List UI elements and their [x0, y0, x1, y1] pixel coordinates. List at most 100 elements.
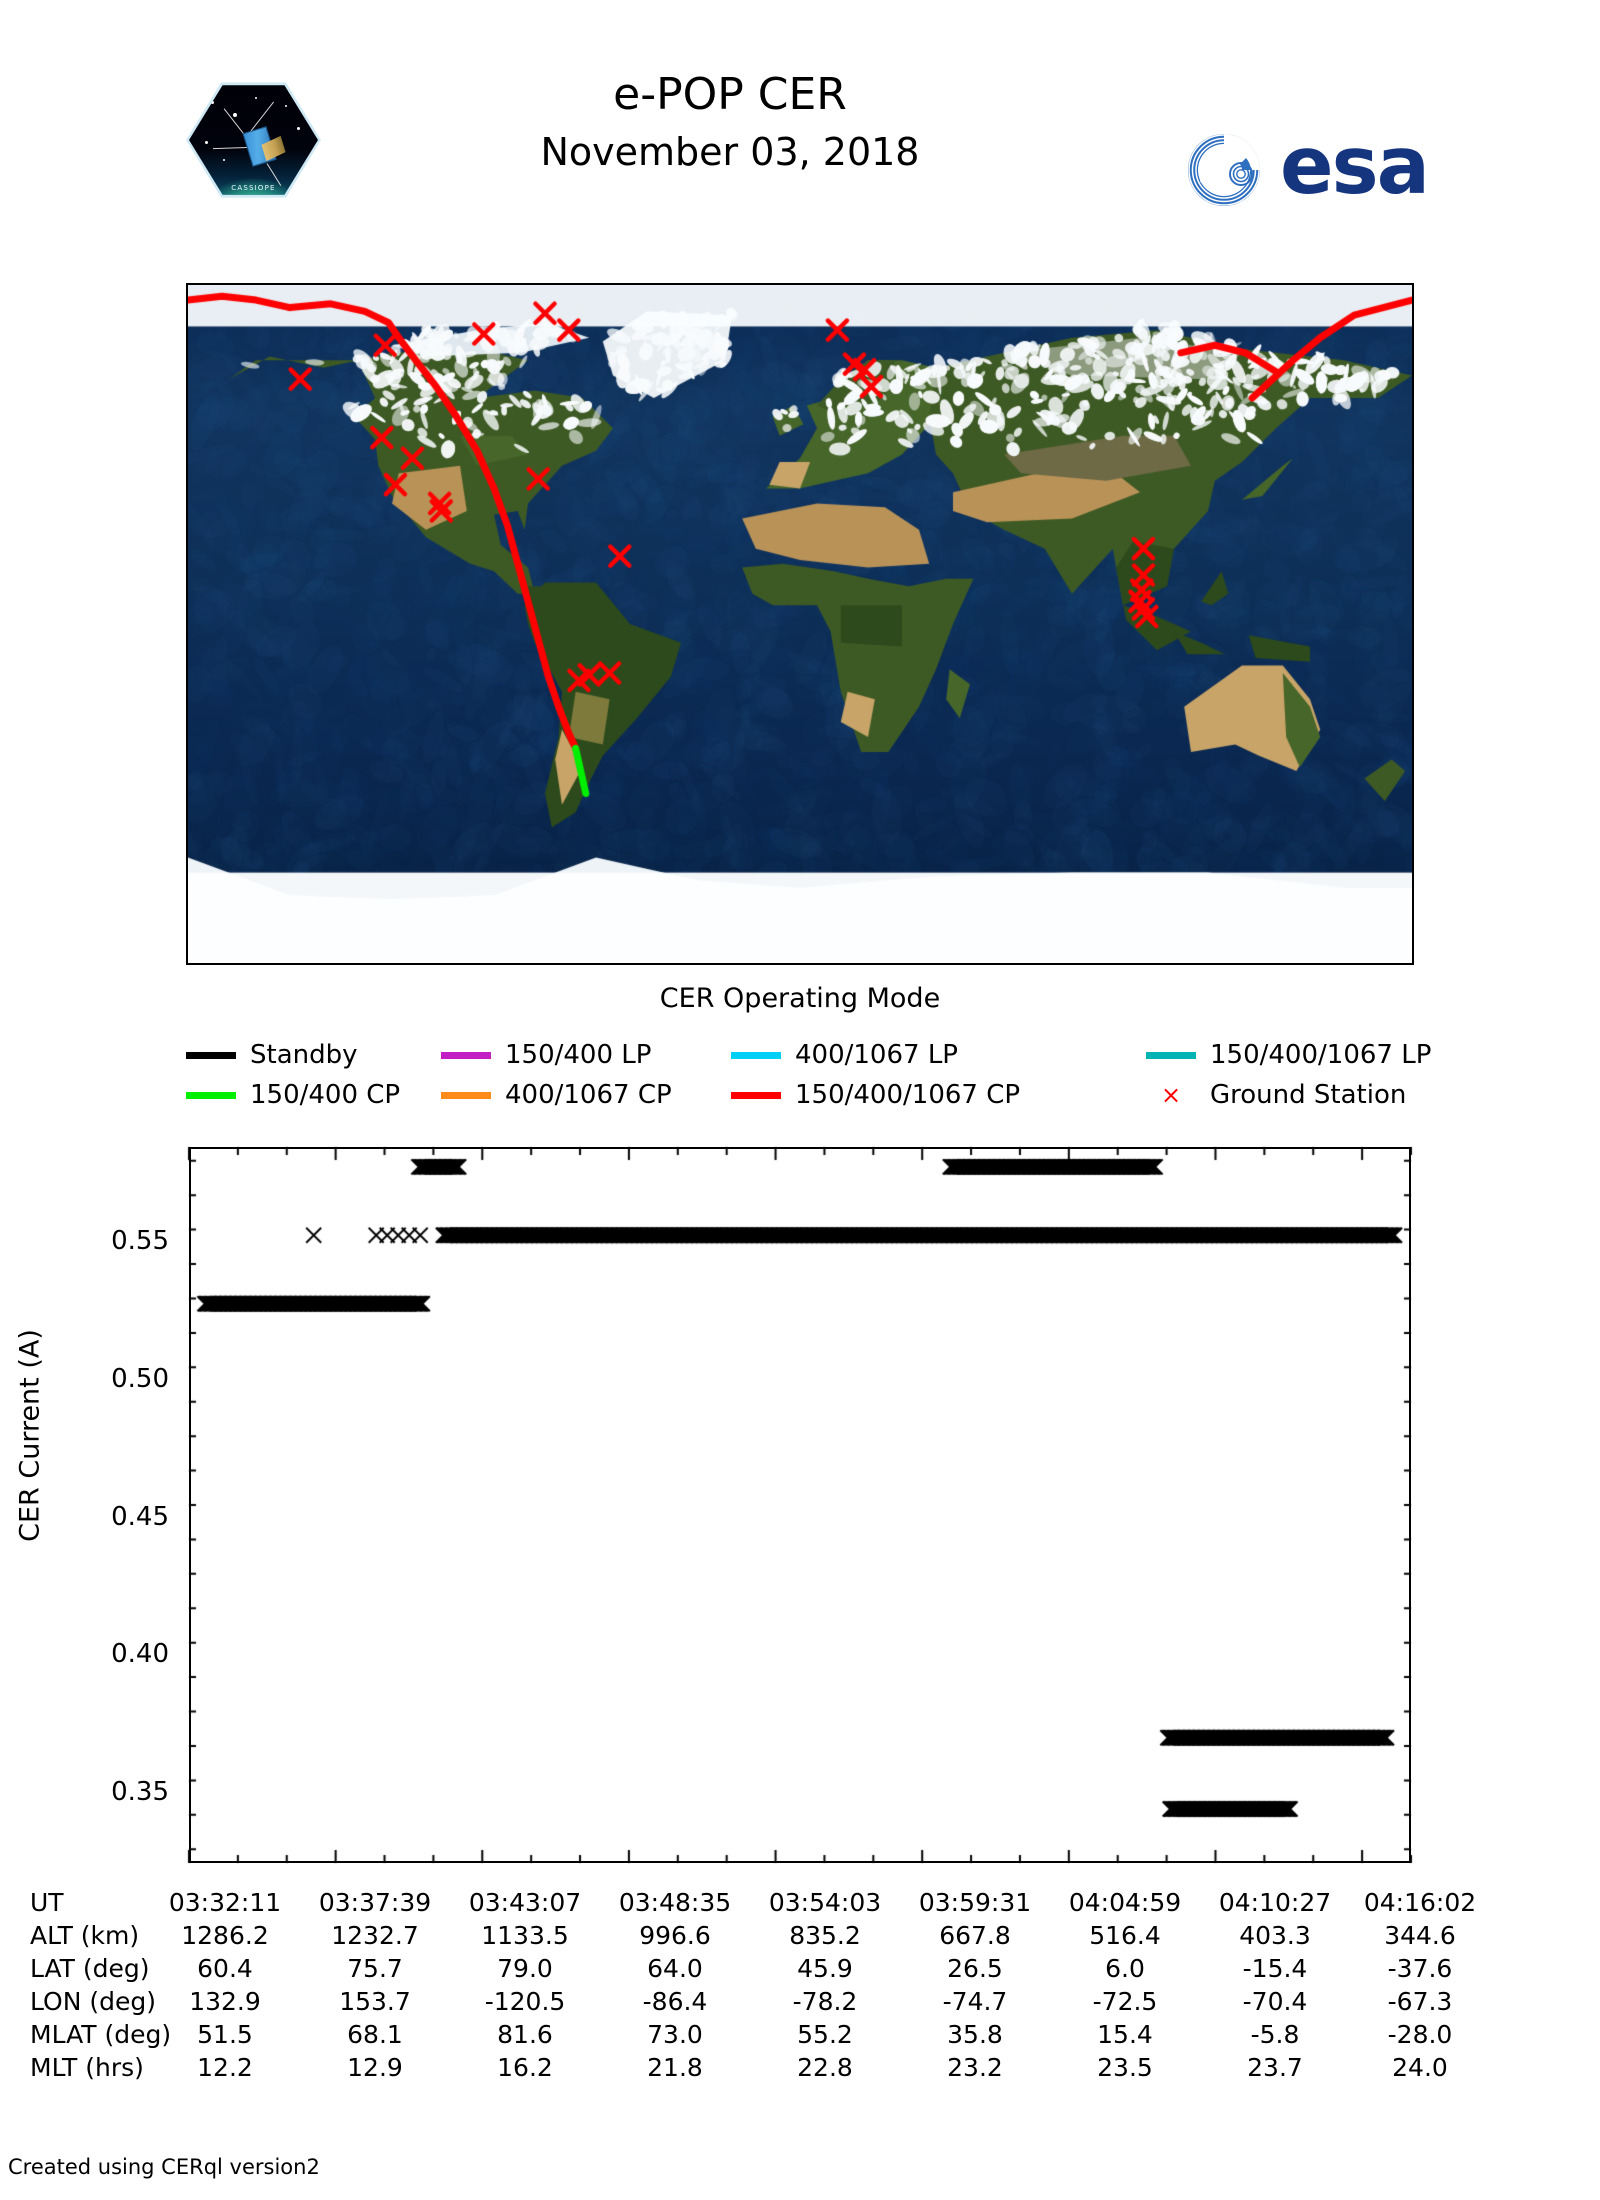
- table-cell: 23.7: [1247, 2053, 1303, 2082]
- table-row-label: MLT (hrs): [30, 2053, 144, 2082]
- operating-mode-legend: Standby 150/400 LP 400/1067 LP 150/400/1067…: [186, 1036, 1431, 1116]
- legend-item-400-1067-cp: 400/1067 CP: [441, 1076, 672, 1114]
- table-cell: 344.6: [1384, 1921, 1456, 1950]
- table-cell: 132.9: [189, 1987, 261, 2016]
- table-cell: 04:04:59: [1068, 1888, 1182, 1917]
- table-row-label: ALT (km): [30, 1921, 140, 1950]
- table-cell: 79.0: [497, 1954, 553, 1983]
- legend-label: Standby: [250, 1040, 358, 1070]
- legend-label: 150/400/1067 LP: [1210, 1040, 1432, 1070]
- table-cell: 03:48:35: [618, 1888, 732, 1917]
- table-cell: 1286.2: [181, 1921, 269, 1950]
- table-cell: 75.7: [347, 1954, 403, 1983]
- legend-item-150-400-lp: 150/400 LP: [441, 1036, 651, 1074]
- table-cell: -78.2: [792, 1987, 858, 2016]
- table-cell: -28.0: [1387, 2020, 1453, 2049]
- table-cell: 1232.7: [331, 1921, 419, 1950]
- legend-item-400-1067-lp: 400/1067 LP: [731, 1036, 958, 1074]
- legend-label: 150/400 LP: [505, 1040, 652, 1070]
- cer-current-scatter-data: [191, 1149, 1409, 1861]
- footer-credit: Created using CERql version2: [8, 2155, 320, 2179]
- table-cell: 6.0: [1105, 1954, 1145, 1983]
- table-cell: 03:32:11: [168, 1888, 282, 1917]
- table-cell: 1133.5: [481, 1921, 569, 1950]
- orbit-parameters-table: UT 03:32:11 03:37:39 03:43:07 03:48:35 03:54:…: [0, 1888, 1490, 2086]
- title-block: e-POP CER November 03, 2018: [330, 66, 1130, 180]
- table-cell: -74.7: [942, 1987, 1008, 2016]
- table-cell: -72.5: [1092, 1987, 1158, 2016]
- plot-y-tick-label: 0.50: [111, 1364, 169, 1395]
- plot-y-tick-label: 0.45: [111, 1501, 169, 1532]
- table-cell: 35.8: [947, 2020, 1003, 2049]
- legend-color-swatch: [731, 1051, 781, 1059]
- table-cell: 403.3: [1239, 1921, 1311, 1950]
- table-cell: 73.0: [647, 2020, 703, 2049]
- table-cell: -5.8: [1250, 2020, 1300, 2049]
- table-cell: 24.0: [1392, 2053, 1448, 2082]
- table-cell: 60.4: [197, 1954, 253, 1983]
- table-row-label: LAT (deg): [30, 1954, 150, 1983]
- table-cell: -67.3: [1387, 1987, 1453, 2016]
- cassiope-logo: CASSIOPE: [186, 80, 321, 205]
- page-date: November 03, 2018: [540, 130, 920, 174]
- legend-color-swatch: [441, 1051, 491, 1059]
- table-row-label: MLAT (deg): [30, 2020, 172, 2049]
- table-cell: -120.5: [484, 1987, 566, 2016]
- table-cell: 64.0: [647, 1954, 703, 1983]
- legend-item-150-400-cp: 150/400 CP: [186, 1076, 400, 1114]
- legend-label: 150/400 CP: [250, 1080, 401, 1110]
- table-cell: 03:54:03: [768, 1888, 882, 1917]
- plot-y-axis-label: CER Current (A): [14, 1329, 46, 1542]
- table-cell: -37.6: [1387, 1954, 1453, 1983]
- table-cell: -86.4: [642, 1987, 708, 2016]
- table-cell: 03:59:31: [918, 1888, 1032, 1917]
- plot-y-tick-label: 0.40: [111, 1639, 169, 1670]
- cassiope-logo-label: CASSIOPE: [231, 184, 276, 192]
- table-row: LAT (deg) 60.4 75.7 79.0 64.0 45.9 26.5 6.0 -15.…: [0, 1954, 1490, 1987]
- table-cell: 15.4: [1097, 2020, 1153, 2049]
- table-cell: 12.2: [197, 2053, 253, 2082]
- legend-label: 400/1067 CP: [505, 1080, 672, 1110]
- table-row: MLT (hrs) 12.2 12.9 16.2 21.8 22.8 23.2 23.5 23.…: [0, 2053, 1490, 2086]
- legend-color-swatch: [441, 1091, 491, 1099]
- plot-y-tick-label: 0.55: [111, 1226, 169, 1257]
- legend-item-150-400-1067-lp: 150/400/1067 LP: [1146, 1036, 1431, 1074]
- table-cell: 153.7: [339, 1987, 411, 2016]
- logo-hex-image: [189, 85, 318, 195]
- table-cell: 51.5: [197, 2020, 253, 2049]
- cer-current-plot: [189, 1147, 1411, 1863]
- table-cell: 03:43:07: [468, 1888, 582, 1917]
- table-cell: 03:37:39: [318, 1888, 432, 1917]
- page-header: CASSIOPE e-POP CER November 03, 2018: [0, 0, 1600, 210]
- table-row: UT 03:32:11 03:37:39 03:43:07 03:48:35 03:54:…: [0, 1888, 1490, 1921]
- table-cell: 81.6: [497, 2020, 553, 2049]
- table-cell: 68.1: [347, 2020, 403, 2049]
- legend-row: Standby 150/400 LP 400/1067 LP 150/400/1067…: [186, 1036, 1431, 1074]
- table-row-label: LON (deg): [30, 1987, 156, 2016]
- table-cell: 835.2: [789, 1921, 861, 1950]
- table-cell: 04:10:27: [1218, 1888, 1332, 1917]
- table-cell: 516.4: [1089, 1921, 1161, 1950]
- page-title: e-POP CER: [613, 69, 847, 120]
- legend-color-swatch: [186, 1051, 236, 1059]
- table-cell: 04:16:02: [1363, 1888, 1477, 1917]
- esa-logo: esa: [1168, 122, 1460, 212]
- table-row: MLAT (deg) 51.5 68.1 81.6 73.0 55.2 35.8 15.4 -5…: [0, 2020, 1490, 2053]
- table-cell: -15.4: [1242, 1954, 1308, 1983]
- table-row: LON (deg) 132.9 153.7 -120.5 -86.4 -78.2 -74.7…: [0, 1987, 1490, 2020]
- table-cell: 12.9: [347, 2053, 403, 2082]
- world-map-panel: 03:32:11 UT 04:16:02 UT: [186, 283, 1414, 965]
- legend-label: 400/1067 LP: [795, 1040, 958, 1070]
- legend-item-150-400-1067-cp: 150/400/1067 CP: [731, 1076, 1020, 1114]
- legend-label: Ground Station: [1210, 1080, 1407, 1110]
- legend-item-standby: Standby: [186, 1036, 358, 1074]
- table-cell: 55.2: [797, 2020, 853, 2049]
- esa-logo-text: esa: [1280, 120, 1430, 212]
- legend-label: 150/400/1067 CP: [795, 1080, 1021, 1110]
- table-cell: 26.5: [947, 1954, 1003, 1983]
- table-cell: 21.8: [647, 2053, 703, 2082]
- legend-row: 150/400 CP 400/1067 CP 150/400/1067 CP × Gro…: [186, 1076, 1424, 1114]
- table-cell: 16.2: [497, 2053, 553, 2082]
- table-cell: 996.6: [639, 1921, 711, 1950]
- legend-color-swatch: [1146, 1051, 1196, 1059]
